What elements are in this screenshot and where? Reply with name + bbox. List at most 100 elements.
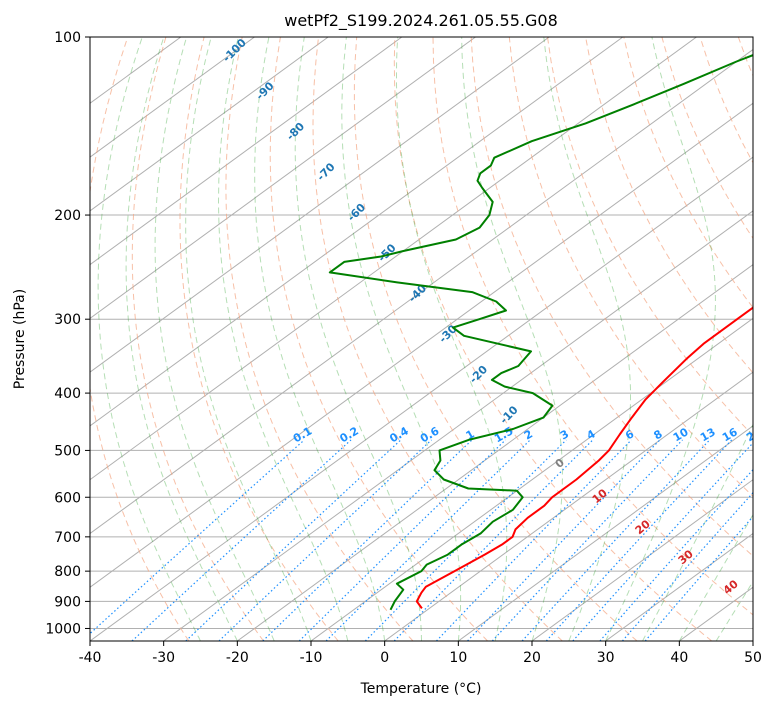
mixing-ratio-label: 0.4 [387, 424, 411, 445]
x-tick-label: 0 [380, 650, 389, 666]
mixing-ratio-label: 0.6 [418, 424, 442, 445]
mixing-ratio-label: 10 [671, 425, 691, 444]
mixing-ratio-line [262, 439, 473, 641]
moist-adiabat-line [97, 37, 201, 641]
dry-adiabat-line [585, 37, 753, 374]
dry-adiabat-line [269, 37, 488, 641]
y-tick-label: 100 [54, 30, 81, 46]
mixing-ratio-line [218, 439, 432, 641]
isotherm-line [90, 48, 753, 535]
dry-adiabat-line [312, 37, 563, 641]
dry-adiabat-label: -80 [284, 120, 307, 143]
y-tick-label: 400 [54, 386, 81, 402]
y-axis-label: Pressure (hPa) [12, 289, 28, 389]
x-tick-label: -20 [226, 650, 249, 666]
isotherm-line [458, 425, 753, 641]
mixing-ratio-label: 6 [623, 427, 636, 442]
moist-adiabat-line [642, 423, 753, 641]
y-tick-label: 1000 [45, 621, 81, 637]
isotherm-line [531, 479, 753, 641]
mixing-ratio-line [90, 439, 305, 635]
y-tick-label: 700 [54, 530, 81, 546]
mixing-ratio-label: 8 [652, 427, 665, 442]
isotherm-line [90, 37, 697, 481]
dry-adiabat-line [623, 37, 753, 309]
mixing-ratio-label: 13 [698, 425, 718, 444]
dry-adiabat-label: -100 [220, 36, 249, 65]
x-tick-label: -10 [300, 650, 323, 666]
y-tick-label: 900 [54, 594, 81, 610]
mixing-ratio-line [393, 439, 594, 641]
dewpoint-line [328, 54, 753, 611]
mixing-ratio-line [467, 439, 661, 641]
y-tick-label: 800 [54, 564, 81, 580]
mixing-ratio-line [545, 439, 733, 641]
moist-adiabat-line [294, 37, 422, 641]
mixing-ratio-line [572, 442, 753, 641]
dry-adiabat-line [353, 37, 638, 641]
dry-adiabat-line [432, 37, 753, 616]
isotherm-line [90, 37, 329, 212]
dry-adiabat-label: -90 [253, 79, 276, 102]
mixing-ratio-line [521, 439, 711, 641]
isotherm-line [90, 37, 476, 320]
dry-adiabat-line [131, 37, 264, 641]
moist-adiabat-line [678, 513, 753, 641]
mixing-ratio-line [298, 439, 507, 641]
plot-frame [89, 36, 754, 642]
moist-adiabat-line [605, 37, 716, 641]
dry-adiabat-line [737, 37, 753, 78]
mixing-ratio-line [131, 439, 352, 641]
isotherm-line [384, 371, 753, 641]
moist-adiabat-line [341, 37, 462, 641]
temperature-line [415, 306, 753, 609]
isotherm-line [90, 37, 255, 158]
annotation-labels: 0.10.20.40.611.52346810131620253036-100-… [220, 36, 775, 597]
isotherm-line [90, 156, 753, 641]
background-lines [90, 37, 753, 641]
x-tick-label: 10 [449, 650, 467, 666]
dry-adiabat-line [90, 37, 190, 641]
isotherm-line [90, 37, 550, 373]
isotherm-line [90, 102, 753, 588]
isotherm-line [90, 37, 403, 266]
chart-title: wetPf2_S199.2024.261.05.55.G08 [284, 11, 558, 31]
moist-adiabat-line [125, 37, 238, 641]
mixing-ratio-label: 3 [558, 427, 571, 442]
isotherm-line [605, 532, 753, 641]
mixing-ratio-label: 2 [522, 427, 535, 442]
moist-adiabat-line [543, 37, 631, 641]
isotherm-line [310, 317, 753, 641]
mixing-ratio-label: 20 [744, 425, 764, 444]
moist-adiabat-label: 0 [553, 456, 567, 471]
isotherm-line [679, 586, 753, 641]
mixing-ratio-line [435, 439, 632, 641]
mixing-ratio-line [364, 439, 567, 641]
mixing-ratio-label: 25 [769, 425, 775, 444]
x-tick-label: 50 [744, 650, 762, 666]
y-tick-label: 600 [54, 490, 81, 506]
y-tick-label: 500 [54, 443, 81, 459]
x-axis: -40 -30 -20 -10 0 10 20 30 40 50 [79, 641, 762, 666]
dry-adiabat-line [470, 37, 753, 557]
x-tick-label: 40 [670, 650, 688, 666]
dry-adiabat-line [225, 37, 414, 641]
y-tick-label: 300 [54, 312, 81, 328]
moist-adiabat-line [254, 37, 386, 641]
dry-adiabat-label: -10 [497, 403, 520, 426]
x-tick-label: 30 [597, 650, 615, 666]
isotherm-line [163, 210, 753, 641]
moist-adiabat-line [154, 37, 275, 641]
y-axis: 100 200 300 400 500 600 700 800 900 1000 [45, 30, 90, 637]
moist-adiabat-line [461, 37, 563, 641]
mixing-ratio-line [491, 439, 683, 641]
moist-adiabat-label: 40 [721, 577, 741, 597]
mixing-ratio-line [621, 491, 753, 641]
moist-adiabat-line [396, 37, 508, 641]
mixing-ratio-line [185, 439, 402, 641]
profile-lines [328, 54, 753, 611]
y-tick-label: 200 [54, 208, 81, 224]
x-tick-label: -30 [152, 650, 175, 666]
